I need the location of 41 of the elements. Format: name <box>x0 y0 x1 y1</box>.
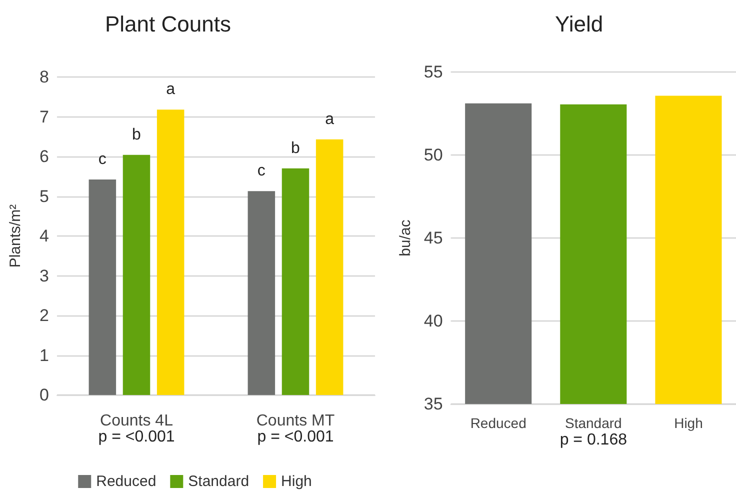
data-label: a <box>166 81 176 98</box>
y-tick-label: 4 <box>40 226 49 246</box>
y-tick-label: 1 <box>40 346 49 365</box>
y-axis-title: Plants/m² <box>7 204 24 268</box>
bar <box>282 168 310 395</box>
legend-label: High <box>281 473 312 490</box>
x-tick-label: Reduced <box>470 415 526 431</box>
bar <box>316 139 344 395</box>
y-tick-label: 35 <box>424 394 443 414</box>
legend-label: Standard <box>188 473 250 490</box>
text: p = <0.001 <box>98 428 175 446</box>
x-tick-label: Counts MT <box>256 412 335 430</box>
data-label: c <box>257 162 266 180</box>
data-label: a <box>325 110 334 128</box>
y-tick-label: 5 <box>40 186 49 206</box>
chart-title: Plant Counts <box>105 12 231 36</box>
data-label: b <box>291 140 300 157</box>
y-tick-label: 3 <box>40 266 49 286</box>
x-tick-label: High <box>674 415 703 431</box>
y-tick-label: 55 <box>424 62 443 82</box>
chart-title: Yield <box>555 12 604 36</box>
y-tick-label: 50 <box>424 146 443 164</box>
x-tick-label: Counts 4L <box>100 412 174 430</box>
text: p = 0.168 <box>560 432 628 448</box>
y-tick-label: 40 <box>424 312 443 330</box>
y-tick-label: 6 <box>40 147 49 166</box>
x-tick-label: Standard <box>564 415 622 431</box>
data-label: c <box>98 151 106 168</box>
legend-label: Reduced <box>96 473 156 490</box>
y-tick-label: 8 <box>40 68 49 86</box>
y-tick-label: 2 <box>40 306 49 325</box>
y-tick-label: 0 <box>40 386 49 404</box>
y-tick-label: 45 <box>424 228 443 248</box>
text: p = <0.001 <box>257 428 334 446</box>
y-axis-title: bu/ac <box>397 219 414 256</box>
y-tick-label: 7 <box>40 107 49 126</box>
bar <box>122 154 150 395</box>
bar <box>156 110 184 395</box>
bar <box>88 180 116 395</box>
data-label: b <box>132 126 142 144</box>
bar <box>248 191 276 395</box>
